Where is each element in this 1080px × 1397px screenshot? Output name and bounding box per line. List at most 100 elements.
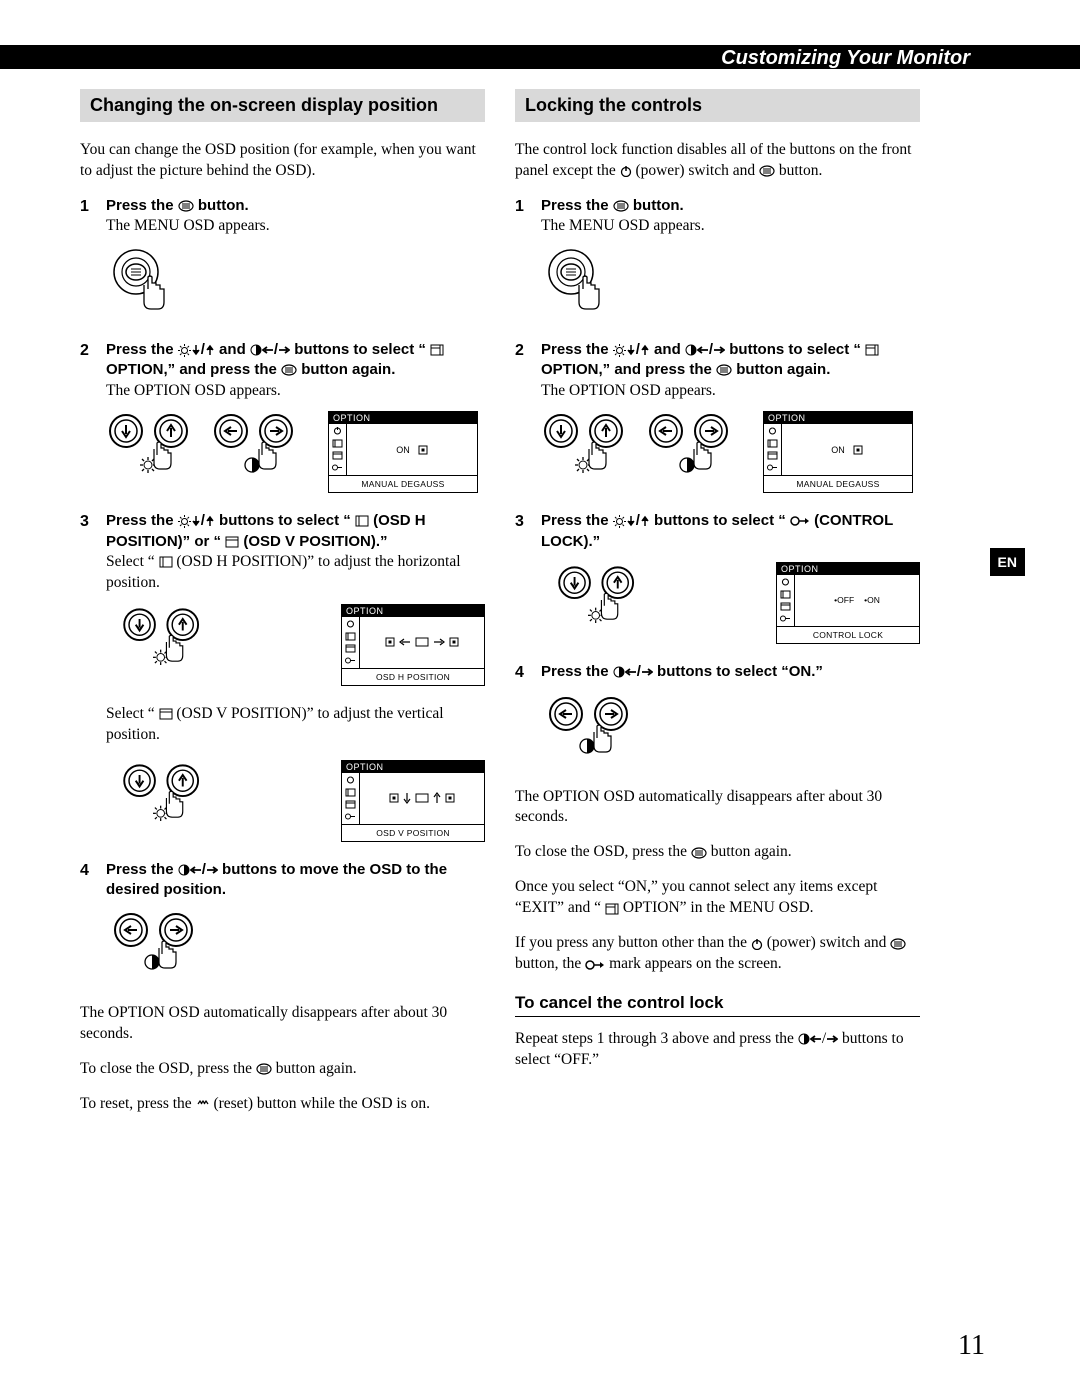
step-number: 3	[515, 511, 533, 552]
right-arrow-icon	[206, 865, 218, 875]
lock-icon	[585, 959, 605, 971]
menu-button-icon	[759, 165, 775, 177]
language-tab: EN	[990, 548, 1025, 576]
step-info: Select “ (OSD H POSITION)” to adjust the…	[106, 553, 461, 591]
osd-panel-h: OPTION OSD H	[341, 604, 485, 686]
chapter-header-bar: Customizing Your Monitor	[0, 45, 1080, 69]
down-arrow-icon	[626, 344, 636, 356]
page-number: 11	[958, 1330, 985, 1362]
menu-button-icon	[613, 200, 629, 212]
two-buttons-illustration	[106, 604, 231, 679]
left-arrow-icon	[810, 1034, 822, 1044]
step-2-right: 2 Press the / and / buttons to select “ …	[515, 340, 920, 401]
step-4-right: 4 Press the / buttons to select “ON.”	[515, 662, 920, 684]
four-buttons-illustration	[106, 411, 316, 491]
osd-footer: MANUAL DEGAUSS	[329, 475, 477, 492]
option-icon	[865, 344, 879, 356]
osd-panel-right: OPTION ON MANUAL DEGAUSS	[763, 411, 913, 493]
step-number: 1	[515, 196, 533, 237]
intro-text: You can change the OSD position (for exa…	[80, 140, 485, 182]
step-3-right: 3 Press the / buttons to select “ (CONTR…	[515, 511, 920, 552]
right-arrow-icon	[641, 667, 653, 677]
right-arrow-icon	[826, 1034, 838, 1044]
left-column: Changing the on-screen display position …	[80, 89, 485, 1129]
osd-h-icon	[159, 556, 173, 568]
figure-left-right-buttons-right	[541, 694, 920, 769]
sub-heading-cancel: To cancel the control lock	[515, 993, 920, 1017]
closing-text-c-right: Once you select “ON,” you cannot select …	[515, 877, 920, 919]
contrast-icon	[178, 864, 190, 876]
step-number: 2	[80, 340, 98, 401]
step-text: Press the / and / buttons to select “ OP…	[106, 341, 444, 378]
figure-press-menu-right	[541, 247, 920, 322]
down-arrow-icon	[191, 515, 201, 527]
cancel-text: Repeat steps 1 through 3 above and press…	[515, 1029, 920, 1071]
right-arrow-icon	[278, 345, 290, 355]
two-buttons-illustration	[541, 562, 666, 637]
left-arrow-icon	[190, 865, 202, 875]
step-result: The OPTION OSD appears.	[106, 382, 281, 399]
up-arrow-icon	[205, 515, 215, 527]
closing-text-b-right: To close the OSD, press the button again…	[515, 842, 920, 863]
step-number: 3	[80, 511, 98, 593]
osd-panel-v: OPTION OSD V	[341, 760, 485, 842]
figure-two-buttons-osd-v: OPTION OSD V	[106, 760, 485, 842]
menu-button-icon	[256, 1063, 272, 1075]
two-buttons-illustration	[106, 760, 231, 835]
figure-press-menu	[106, 247, 485, 322]
menu-button-icon	[716, 364, 732, 376]
osd-v-icon	[225, 536, 239, 548]
power-icon	[620, 165, 632, 177]
section-heading-left: Changing the on-screen display position	[80, 89, 485, 122]
left-arrow-icon	[262, 345, 274, 355]
figure-two-buttons-lock-osd: OPTION •OFF •ON CONTROL LOCK	[541, 562, 920, 644]
osd-footer: OSD V POSITION	[342, 824, 484, 841]
osd-on-label: ON	[396, 445, 410, 455]
option-icon	[430, 344, 444, 356]
osd-title: OPTION	[777, 563, 919, 575]
figure-four-buttons-osd-right: OPTION ON MANUAL DEGAUSS	[541, 411, 920, 493]
osd-sidebar-icons	[329, 424, 347, 475]
brightness-icon	[613, 344, 626, 357]
osd-title: OPTION	[764, 412, 912, 424]
lock-icon	[790, 515, 810, 527]
up-arrow-icon	[640, 515, 650, 527]
menu-button-icon	[281, 364, 297, 376]
contrast-icon	[613, 666, 625, 678]
step3-vertical-info: Select “ (OSD V POSITION)” to adjust the…	[106, 704, 485, 746]
closing-text-b: To close the OSD, press the button again…	[80, 1059, 485, 1080]
step-1-right: 1 Press the button. The MENU OSD appears…	[515, 196, 920, 237]
left-arrow-icon	[625, 667, 637, 677]
step-2: 2 Press the / and / buttons to select “ …	[80, 340, 485, 401]
option-icon	[605, 903, 619, 915]
down-arrow-icon	[626, 515, 636, 527]
up-arrow-icon	[640, 344, 650, 356]
step-text: Press the button.	[106, 197, 249, 214]
osd-title: OPTION	[342, 761, 484, 773]
osd-panel-lock: OPTION •OFF •ON CONTROL LOCK	[776, 562, 920, 644]
section-heading-right: Locking the controls	[515, 89, 920, 122]
step-number: 4	[515, 662, 533, 684]
figure-two-buttons-osd-h: OPTION OSD H	[106, 604, 485, 686]
reset-icon	[196, 1100, 210, 1108]
contrast-icon	[798, 1033, 810, 1045]
step-3: 3 Press the / buttons to select “ (OSD H…	[80, 511, 485, 593]
osd-v-icon	[159, 708, 173, 720]
step-result: The MENU OSD appears.	[106, 217, 270, 234]
osd-footer: CONTROL LOCK	[777, 626, 919, 643]
figure-left-right-buttons	[106, 910, 485, 985]
right-arrow-icon	[713, 345, 725, 355]
menu-button-icon	[890, 938, 906, 950]
step-4: 4 Press the / buttons to move the OSD to…	[80, 860, 485, 901]
osd-title: OPTION	[342, 605, 484, 617]
up-arrow-icon	[205, 344, 215, 356]
closing-text-a: The OPTION OSD automatically disappears …	[80, 1003, 485, 1045]
step-number: 2	[515, 340, 533, 401]
figure-four-buttons-osd: OPTION ON MANUAL DEGAUSS	[106, 411, 485, 493]
step-number: 1	[80, 196, 98, 237]
power-icon	[751, 938, 763, 950]
closing-text-c: To reset, press the (reset) button while…	[80, 1094, 485, 1115]
intro-text-right: The control lock function disables all o…	[515, 140, 920, 182]
osd-footer: MANUAL DEGAUSS	[764, 475, 912, 492]
closing-text-a-right: The OPTION OSD automatically disappears …	[515, 787, 920, 829]
